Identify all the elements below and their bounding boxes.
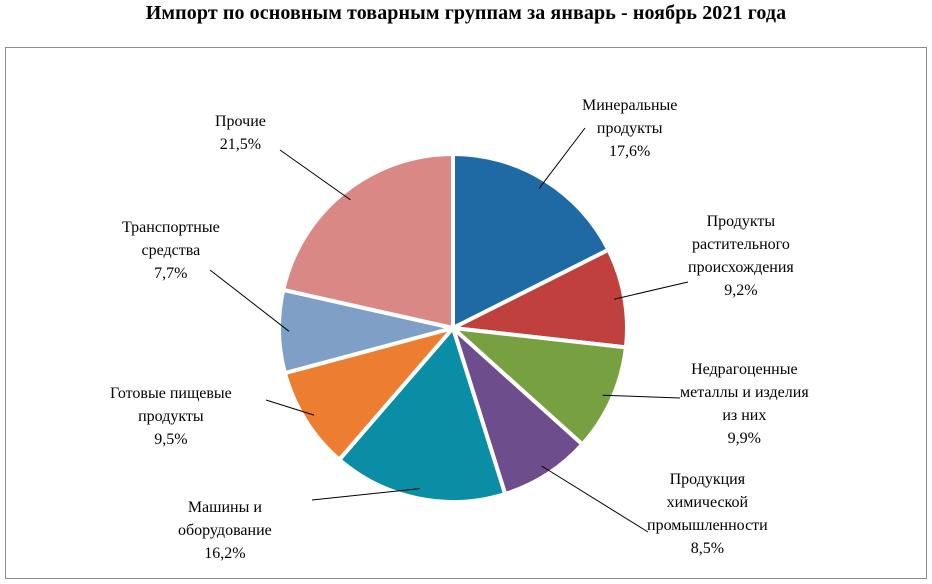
slice-label-line: растительного <box>691 236 790 253</box>
pie-slice-other <box>281 152 455 330</box>
leader-line-transport <box>209 269 290 332</box>
leader-line-other <box>279 149 351 201</box>
slice-label-line: Минеральные <box>582 97 678 114</box>
slice-label-mineral: Минеральные продукты 17,6% <box>582 94 677 163</box>
slice-value: 17,6% <box>609 143 651 160</box>
slice-label-line: Готовые пищевые <box>110 385 232 402</box>
slice-label-line: оборудование <box>178 522 272 539</box>
leader-line-chemical <box>541 465 649 533</box>
slice-label-metals: Недрагоценные металлы и изделия из них 9… <box>680 358 809 450</box>
slice-value: 7,7% <box>154 265 188 282</box>
slice-label-line: продукты <box>138 408 204 425</box>
slice-label-line: Продукты <box>706 213 776 230</box>
slice-label-other: Прочие 21,5% <box>215 110 266 156</box>
pie-slice-food <box>282 326 455 462</box>
slice-label-line: Машины и <box>187 499 262 516</box>
pie-slice-metals <box>451 326 628 447</box>
slice-label-chemical: Продукция химической промышленности 8,5% <box>647 468 768 560</box>
slice-label-transport: Транспортные средства 7,7% <box>122 216 220 285</box>
slice-label-line: Недрагоценные <box>691 361 798 378</box>
slice-label-line: химической <box>666 494 749 511</box>
slice-value: 21,5% <box>219 136 262 153</box>
leader-line-mineral <box>538 127 586 189</box>
leader-line-metals <box>602 394 681 399</box>
slice-label-line: происхождения <box>688 259 794 276</box>
pie-slice-machinery <box>337 326 508 504</box>
slice-label-line: Продукция <box>669 471 746 488</box>
chart-frame <box>5 47 927 579</box>
leader-line-plant <box>614 281 689 300</box>
slice-label-food: Готовые пищевые продукты 9,5% <box>110 382 232 451</box>
slice-label-line: Прочие <box>215 113 266 130</box>
slice-value: 9,9% <box>727 430 761 447</box>
leader-line-machinery <box>311 488 420 501</box>
chart-title: Импорт по основным товарным группам за я… <box>145 2 787 24</box>
slice-label-plant: Продукты растительного происхождения 9,2… <box>688 210 794 302</box>
slice-label-line: средства <box>141 242 201 259</box>
pie-slice-mineral <box>451 152 611 330</box>
slice-value: 16,2% <box>204 545 246 562</box>
slice-value: 9,2% <box>724 282 758 299</box>
slice-value: 9,5% <box>154 431 188 448</box>
leader-line-food <box>265 399 315 416</box>
slice-value: 8,5% <box>690 540 725 557</box>
slice-label-line: промышленности <box>647 517 768 534</box>
slice-label-line: Транспортные <box>122 219 220 236</box>
slice-label-line: продукты <box>596 120 663 137</box>
slice-label-line: из них <box>722 407 767 424</box>
slice-label-line: металлы и изделия <box>680 384 809 401</box>
slice-label-machinery: Машины и оборудование 16,2% <box>178 496 272 565</box>
